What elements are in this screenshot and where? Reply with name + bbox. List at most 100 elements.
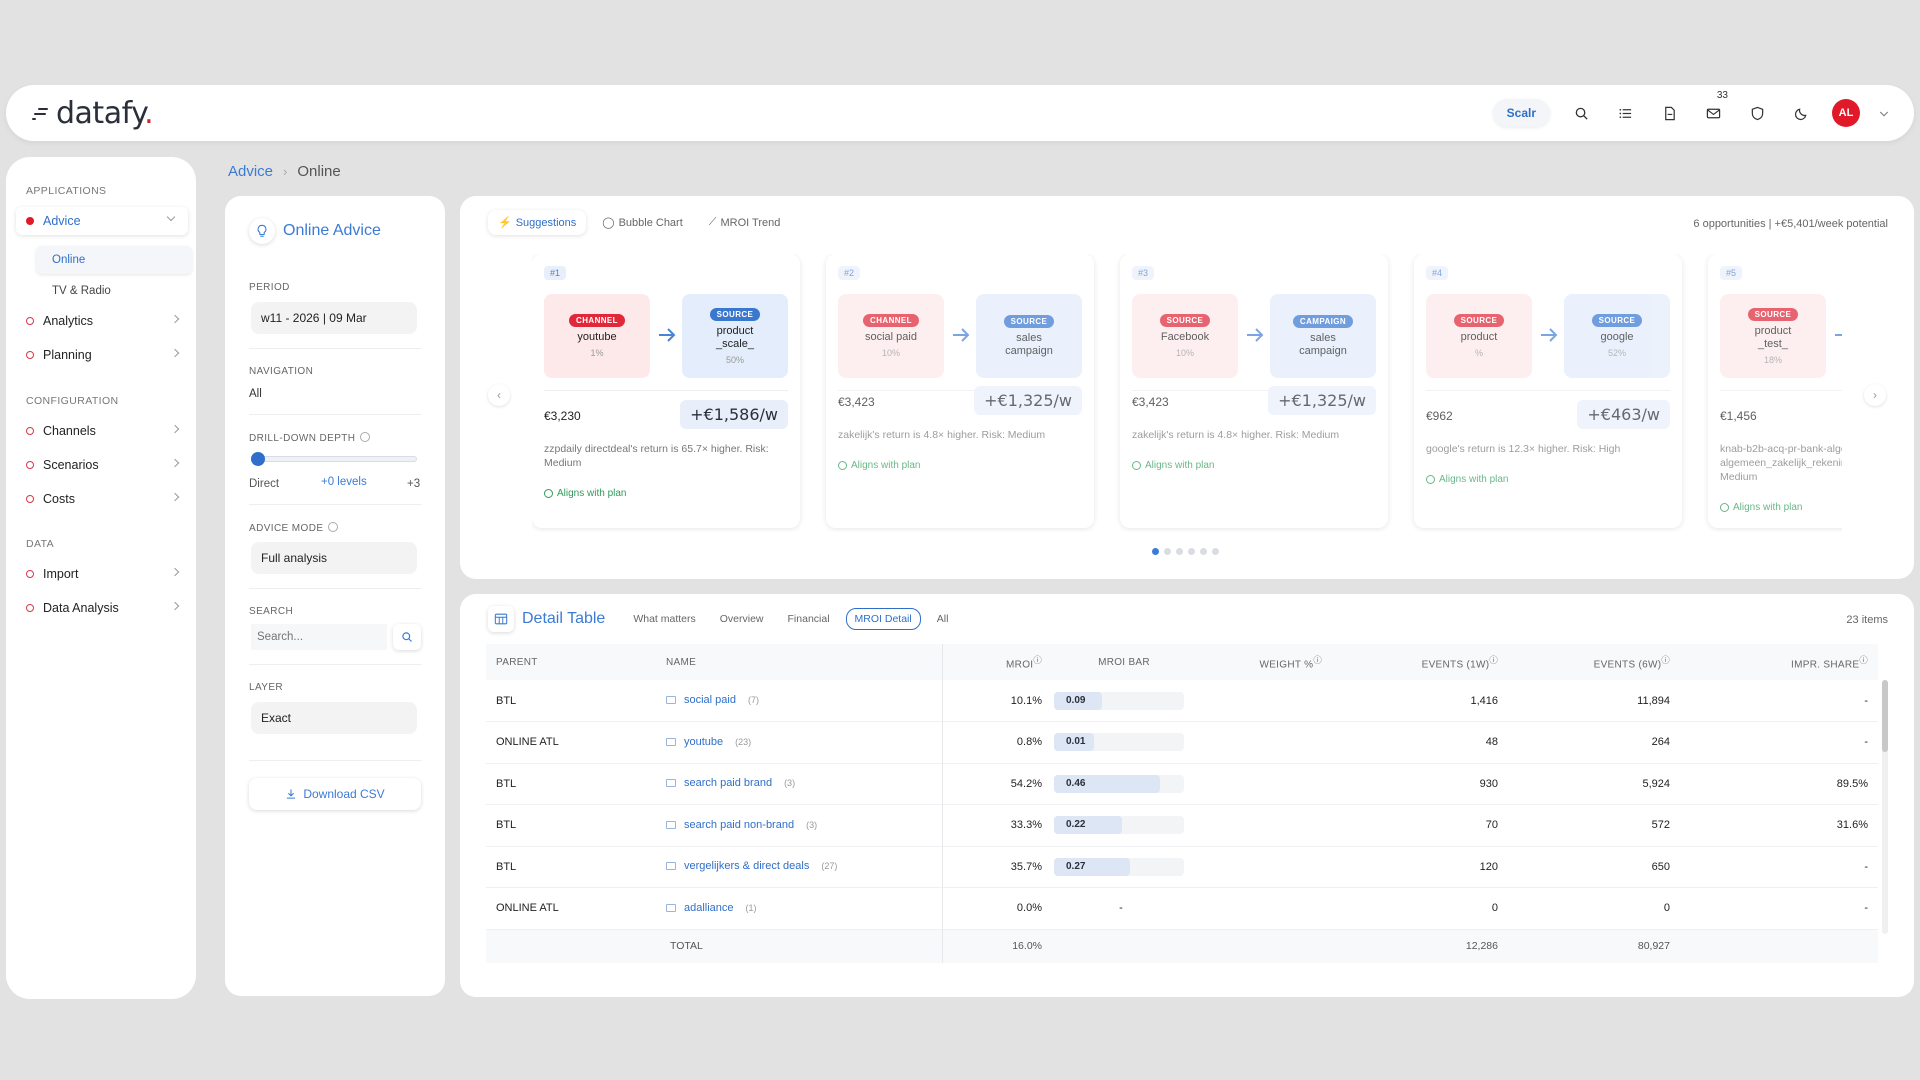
sidebar-item-import[interactable]: Import	[16, 560, 192, 588]
header-actions: Scalr 33 AL	[1492, 90, 1890, 131]
table-row[interactable]: BTL vergelijkers & direct deals (27) 35.7% 0…	[486, 846, 1878, 888]
source-name: youtube	[577, 331, 617, 343]
reason-text: zakelijk's return is 4.8× higher. Risk: …	[838, 429, 1046, 441]
carousel-dot[interactable]	[1176, 548, 1183, 555]
sidebar-item-scenarios[interactable]: Scenarios	[16, 451, 192, 479]
sidebar-item-analytics[interactable]: Analytics	[16, 307, 192, 335]
suggestion-card[interactable]: #4 SOURCE product% SOURCE google 52% €962 +€463…	[1414, 254, 1682, 528]
channel-link[interactable]: vergelijkers & direct deals (27)	[666, 860, 837, 872]
datafy-logo[interactable]: datafy.	[32, 96, 154, 131]
suggestion-card[interactable]: #3 SOURCE Facebook 10% CAMPAIGN sales campaig…	[1120, 254, 1388, 528]
sidebar-item-advice[interactable]: Advice	[16, 207, 188, 235]
weight-cell	[1194, 804, 1330, 847]
source-pct: 10%	[881, 348, 900, 358]
search-icon[interactable]	[1568, 100, 1594, 126]
current-spend: €3,423	[1132, 395, 1169, 409]
document-icon[interactable]	[1656, 100, 1682, 126]
search-input[interactable]	[251, 624, 387, 650]
col-name[interactable]: NAME	[666, 644, 943, 680]
carousel-dot[interactable]	[1200, 548, 1207, 555]
tab-all[interactable]: All	[936, 613, 949, 625]
tab-label: Suggestions	[515, 216, 577, 229]
depth-slider[interactable]	[251, 452, 417, 466]
tab-mroi-detail[interactable]: MROI Detail	[845, 608, 921, 630]
events-6w-cell: 264	[1506, 721, 1678, 764]
col-impr-share[interactable]: IMPR. SHAREⓘ	[1678, 644, 1878, 680]
suggestion-card[interactable]: #5 SOURCE product _test_ 18% €1,456 knab-b2b-…	[1708, 254, 1842, 528]
shield-icon[interactable]	[1744, 100, 1770, 126]
source-box: CHANNEL social paid 10%	[838, 294, 944, 378]
table-row[interactable]: ONLINE ATL adalliance (1) 0.0% -0 0-	[486, 887, 1878, 930]
events-1w-cell: 48	[1330, 721, 1506, 764]
mroi-bar: 0.27	[1054, 857, 1184, 876]
channel-link[interactable]: youtube (23)	[666, 736, 751, 748]
source-box: CHANNEL youtube 1%	[544, 294, 650, 378]
carousel-dot[interactable]	[1188, 548, 1195, 555]
folder-icon	[666, 737, 676, 746]
check-circle-icon	[838, 461, 847, 470]
table-scrollbar[interactable]	[1882, 680, 1888, 934]
mail-icon[interactable]: 33	[1700, 90, 1728, 126]
mroi-cell: 0.0%	[942, 887, 1048, 930]
divider	[838, 390, 1082, 391]
navigation-value[interactable]: All	[249, 388, 262, 400]
download-csv-button[interactable]: Download CSV	[249, 778, 421, 810]
sidebar-item-data-analysis[interactable]: Data Analysis	[16, 594, 192, 622]
col-weight[interactable]: WEIGHT %ⓘ	[1194, 644, 1330, 680]
section-label-applications: APPLICATIONS	[26, 185, 107, 197]
list-icon[interactable]	[1612, 100, 1638, 126]
carousel-dot[interactable]	[1152, 548, 1159, 555]
tab-suggestions[interactable]: ⚡ Suggestions	[488, 210, 587, 235]
tab-mroi-trend[interactable]: ⟋ MROI Trend	[699, 210, 791, 235]
channel-link[interactable]: search paid non-brand (3)	[666, 819, 817, 831]
advice-mode-select[interactable]: Full analysis	[251, 542, 417, 574]
circle-icon	[26, 317, 34, 325]
channel-link[interactable]: social paid (7)	[666, 694, 759, 706]
carousel-dot[interactable]	[1212, 548, 1219, 555]
chevron-down-icon[interactable]	[1878, 100, 1890, 126]
table-row[interactable]: BTL search paid non-brand (3) 33.3% 0.22 70 57…	[486, 804, 1878, 847]
channel-link[interactable]: adalliance (1)	[666, 902, 757, 914]
sidebar-subitem-tv-radio[interactable]: TV & Radio	[52, 285, 111, 297]
total-events-6w: 80,927	[1506, 929, 1678, 963]
period-select[interactable]: w11 - 2026 | 09 Mar	[251, 302, 417, 334]
col-mroi-bar[interactable]: MROI BAR	[1048, 644, 1194, 680]
scrollbar-thumb[interactable]	[1882, 680, 1888, 752]
tab-what-matters[interactable]: What matters	[633, 613, 696, 625]
col-events-6w[interactable]: EVENTS (6W)ⓘ	[1506, 644, 1678, 680]
moon-icon[interactable]	[1788, 100, 1814, 126]
carousel-dot[interactable]	[1164, 548, 1171, 555]
layer-select[interactable]: Exact	[251, 702, 417, 734]
depth-max-label: +3	[407, 478, 421, 490]
table-row[interactable]: BTL social paid (7) 10.1% 0.09 1,416 11,894-	[486, 680, 1878, 722]
reason-text: knab-b2b-acq-pr-bank-alge algemeen_zakel…	[1720, 443, 1842, 483]
tab-overview[interactable]: Overview	[719, 613, 764, 625]
aligns-with-plan: Aligns with plan	[544, 488, 626, 499]
col-events-1w[interactable]: EVENTS (1W)ⓘ	[1330, 644, 1506, 680]
sidebar-item-channels[interactable]: Channels	[16, 417, 192, 445]
sidebar-item-planning[interactable]: Planning	[16, 341, 192, 369]
parent-cell: ONLINE ATL	[486, 721, 666, 764]
search-button[interactable]	[393, 624, 421, 650]
tab-bubble-chart[interactable]: ◯ Bubble Chart	[592, 210, 693, 235]
carousel-next-button[interactable]: ›	[1864, 384, 1886, 406]
tab-financial[interactable]: Financial	[787, 613, 830, 625]
sidebar-item-costs[interactable]: Costs	[16, 485, 192, 513]
chevron-right-icon	[170, 314, 180, 324]
gain-value: +€1,325/w	[1268, 386, 1376, 415]
scalr-button[interactable]: Scalr	[1492, 99, 1550, 127]
suggestion-card[interactable]: #2 CHANNEL social paid 10% SOURCE sales campa…	[826, 254, 1094, 528]
suggestion-card[interactable]: #1 CHANNEL youtube 1% SOURCE product _scale_ 5…	[532, 254, 800, 528]
sidebar-subitem-online[interactable]: Online	[36, 246, 192, 274]
breadcrumb-advice[interactable]: Advice	[228, 163, 274, 180]
avatar[interactable]: AL	[1832, 99, 1860, 127]
col-parent[interactable]: PARENT	[486, 644, 666, 680]
carousel-prev-button[interactable]: ‹	[488, 384, 510, 406]
table-row[interactable]: ONLINE ATL youtube (23) 0.8% 0.01 48 264-	[486, 721, 1878, 764]
mroi-cell: 0.8%	[942, 721, 1048, 764]
source-tag: CHANNEL	[569, 314, 625, 327]
col-mroi[interactable]: MROIⓘ	[942, 644, 1048, 680]
slider-handle[interactable]	[251, 452, 265, 466]
table-row[interactable]: BTL search paid brand (3) 54.2% 0.46 930 5,924…	[486, 763, 1878, 805]
channel-link[interactable]: search paid brand (3)	[666, 777, 795, 789]
